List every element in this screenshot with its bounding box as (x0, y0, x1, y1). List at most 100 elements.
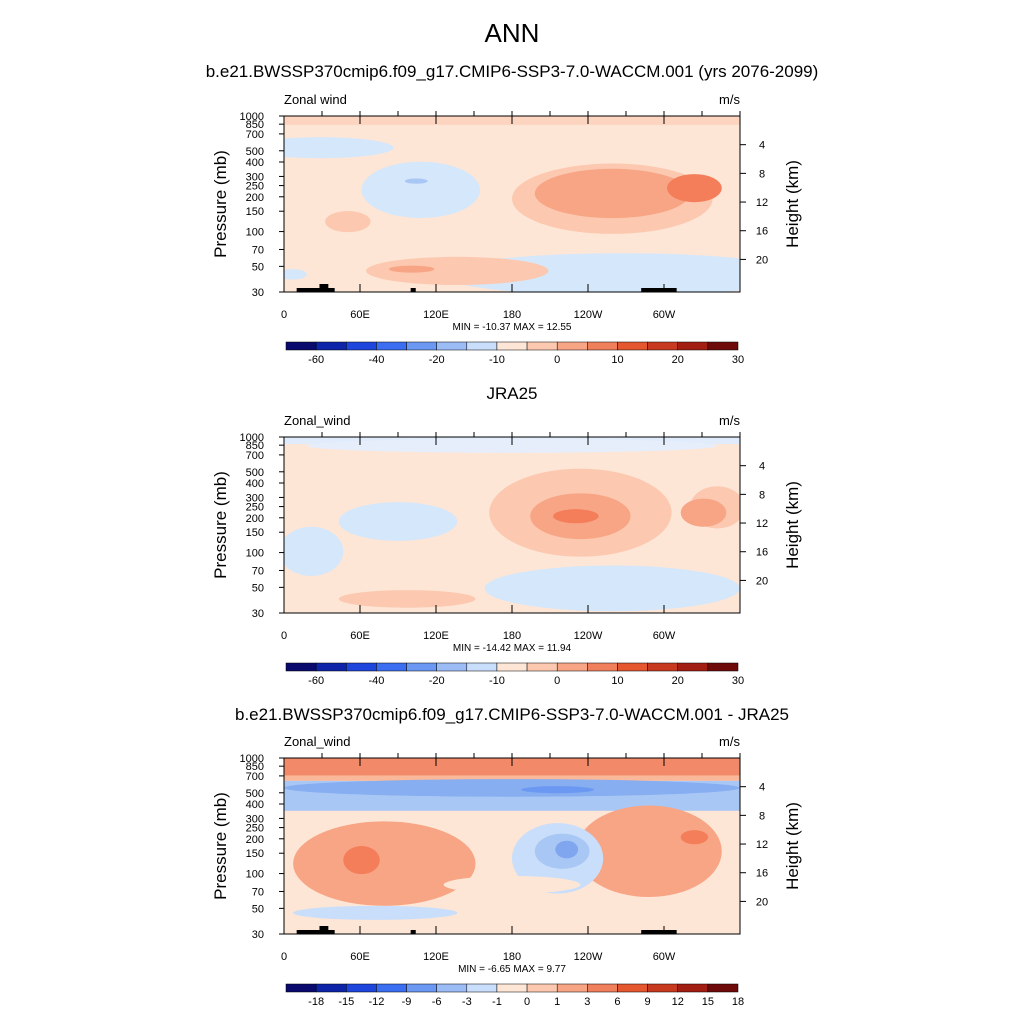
colorbar-label: 0 (554, 354, 560, 366)
contour-region (484, 565, 740, 612)
pressure-tick-label: 850 (246, 440, 264, 452)
colorbar-cell (707, 662, 739, 672)
topography-block (319, 284, 329, 292)
colorbar-cell (466, 341, 498, 351)
pressure-tick-label: 700 (246, 129, 264, 141)
longitude-tick-label: 0 (281, 951, 287, 963)
contour-region (284, 758, 740, 776)
height-tick-label: 8 (759, 810, 765, 822)
panel-obs (279, 432, 746, 672)
colorbar-label: -18 (308, 996, 324, 1008)
colorbar-cell (406, 662, 437, 672)
height-axis-label: Height (km) (783, 481, 802, 569)
colorbar-cell (707, 341, 739, 351)
topography-block (410, 288, 416, 292)
contour-region (306, 438, 718, 453)
pressure-tick-label: 100 (246, 869, 264, 881)
pressure-tick-label: 150 (246, 527, 264, 539)
colorbar-label: 1 (554, 996, 560, 1008)
topography-block (319, 926, 329, 934)
contour-region (284, 526, 344, 577)
variable-label: Zonal_wind (284, 734, 351, 749)
contour-region (680, 830, 709, 845)
colorbar-cell (436, 662, 468, 672)
pressure-tick-label: 100 (246, 227, 264, 239)
pressure-axis-label: Pressure (mb) (211, 792, 230, 900)
colorbar-label: -60 (308, 354, 324, 366)
pressure-tick-label: 250 (246, 181, 264, 193)
pressure-tick-label: 70 (252, 244, 264, 256)
height-tick-label: 20 (756, 896, 768, 908)
colorbar-cell (587, 341, 618, 351)
contour-region (284, 137, 394, 159)
colorbar-label: -10 (489, 354, 505, 366)
height-tick-label: 20 (756, 575, 768, 587)
height-tick-label: 4 (759, 782, 765, 794)
colorbar-cell (285, 662, 317, 672)
pressure-tick-label: 850 (246, 761, 264, 773)
topography-block (296, 930, 335, 934)
variable-label: Zonal_wind (284, 413, 351, 428)
contour-region (366, 256, 549, 285)
contour-field (284, 116, 740, 292)
pressure-tick-label: 100 (246, 548, 264, 560)
contour-region (343, 846, 380, 875)
colorbar-cell (346, 983, 377, 993)
longitude-tick-label: 120W (574, 630, 603, 642)
colorbar-cell (346, 341, 377, 351)
pressure-tick-label: 1000 (240, 753, 264, 765)
colorbar-cell (285, 983, 317, 993)
longitude-tick-label: 120W (574, 309, 603, 321)
colorbar-cell (496, 983, 528, 993)
pressure-tick-label: 850 (246, 119, 264, 131)
contour-region (284, 779, 740, 797)
colorbar-label: -15 (338, 996, 354, 1008)
contour-region (521, 786, 595, 794)
pressure-tick-label: 1000 (240, 432, 264, 444)
colorbar-label: 15 (702, 996, 714, 1008)
colorbar-label: 20 (672, 354, 684, 366)
height-tick-label: 12 (756, 197, 768, 209)
pressure-tick-label: 400 (246, 799, 264, 811)
colorbar-cell (647, 662, 678, 672)
colorbar (285, 662, 739, 672)
pressure-tick-label: 400 (246, 157, 264, 169)
pressure-tick-label: 30 (252, 929, 264, 941)
pressure-tick-label: 200 (246, 834, 264, 846)
pressure-tick-label: 1000 (240, 111, 264, 123)
colorbar-label: 30 (732, 675, 744, 687)
height-tick-label: 8 (759, 489, 765, 501)
topography-block (410, 930, 416, 934)
colorbar-label: 3 (584, 996, 590, 1008)
height-tick-label: 4 (759, 140, 765, 152)
colorbar-label: -10 (489, 675, 505, 687)
longitude-tick-label: 120W (574, 951, 603, 963)
colorbar-cell (376, 983, 407, 993)
longitude-tick-label: 60E (350, 630, 370, 642)
longitude-tick-label: 60W (653, 309, 676, 321)
panel-model (279, 111, 746, 351)
colorbar-label: -9 (402, 996, 412, 1008)
pressure-tick-label: 200 (246, 192, 264, 204)
longitude-tick-label: 60E (350, 309, 370, 321)
colorbar-label: 30 (732, 354, 744, 366)
min-max-text: MIN = -14.42 MAX = 11.94 (453, 643, 572, 654)
contour-region (338, 502, 458, 541)
colorbar-label: -20 (429, 675, 445, 687)
colorbar-cell (587, 662, 618, 672)
contour-field (284, 758, 740, 934)
contour-region (338, 590, 476, 608)
colorbar-cell (376, 341, 407, 351)
longitude-tick-label: 60E (350, 951, 370, 963)
pressure-tick-label: 70 (252, 565, 264, 577)
panel-title-model: b.e21.BWSSP370cmip6.f09_g17.CMIP6-SSP3-7… (205, 62, 819, 81)
height-tick-label: 4 (759, 461, 765, 473)
colorbar-cell (526, 341, 558, 351)
pressure-tick-label: 50 (252, 903, 264, 915)
units-label: m/s (719, 734, 740, 749)
colorbar-cell (285, 341, 317, 351)
height-tick-label: 16 (756, 547, 768, 559)
min-max-text: MIN = -10.37 MAX = 12.55 (453, 322, 572, 333)
panel-diff (279, 753, 746, 993)
panel-title-diff: b.e21.BWSSP370cmip6.f09_g17.CMIP6-SSP3-7… (234, 705, 789, 724)
